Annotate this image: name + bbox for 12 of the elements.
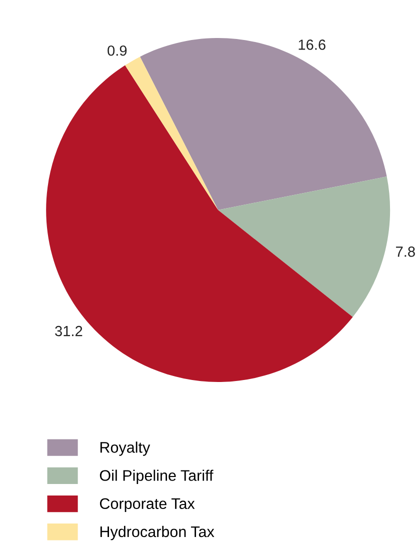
legend-label: Royalty [100, 442, 150, 456]
data-label: 7.8 [396, 246, 415, 257]
pie-slice [125, 56, 218, 210]
pie-slice [218, 176, 390, 317]
data-label: 0.9 [108, 45, 127, 56]
legend-label: Corporate Tax [100, 498, 195, 512]
pie-slice [140, 38, 387, 210]
legend-label: Oil Pipeline Tariff [100, 470, 214, 484]
data-label: 31.2 [55, 326, 82, 336]
pie-slice [46, 65, 353, 382]
data-label: 16.6 [298, 40, 326, 50]
legend-label: Hydrocarbon Tax [100, 526, 214, 540]
